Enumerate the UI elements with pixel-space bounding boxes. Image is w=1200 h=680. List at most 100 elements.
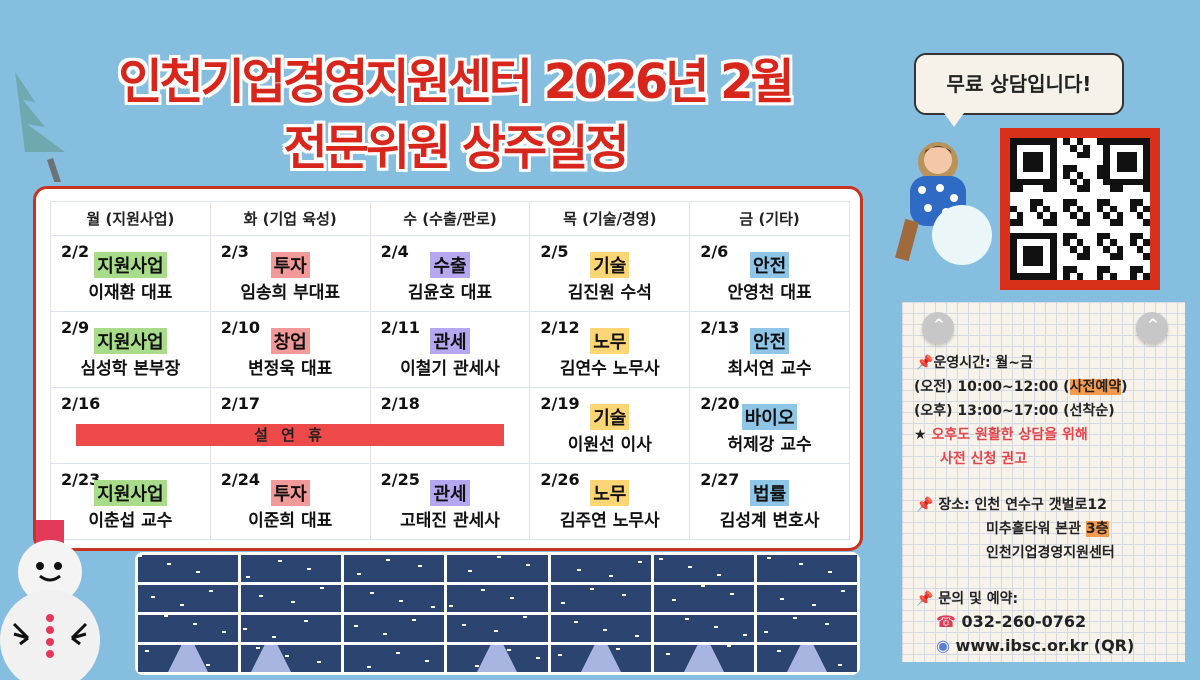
- advisor-name: 김성계 변호사: [719, 511, 820, 531]
- advisor-name: 김진원 수석: [567, 283, 652, 303]
- category-tag: 법률: [750, 480, 790, 506]
- advisor-name: 임송희 부대표: [240, 283, 341, 303]
- window-pane: [756, 645, 857, 672]
- window-pane: [138, 615, 239, 642]
- date-label: 2/26: [540, 470, 580, 489]
- date-label: 2/4: [380, 242, 409, 261]
- window-pane: [756, 585, 857, 612]
- advisor-name: 김연수 노무사: [559, 359, 660, 379]
- date-label: 2/9: [61, 318, 90, 337]
- weekday-header-row: 월 (지원사업) 화 (기업 육성) 수 (수출/판로) 목 (기술/경영) 금…: [50, 201, 850, 236]
- window-pane: [138, 585, 239, 612]
- advisor-name: 이재환 대표: [88, 283, 173, 303]
- date-label: 2/12: [540, 318, 580, 337]
- window-pane: [344, 555, 445, 582]
- date-label: 2/18: [380, 394, 420, 413]
- date-label: 2/13: [700, 318, 740, 337]
- advisor-name: 고태진 관세사: [400, 511, 500, 531]
- day-cell: 2/20 바이오 허제강 교수: [689, 387, 850, 464]
- advisor-name: 이원선 이사: [567, 435, 652, 455]
- category-tag: 지원사업: [94, 252, 167, 278]
- category-tag: 기술: [590, 252, 630, 278]
- window-pane: [241, 585, 342, 612]
- day-cell: 2/12 노무 김연수 노무사: [529, 311, 691, 388]
- window-decoration: [135, 552, 860, 675]
- window-pane: [241, 615, 342, 642]
- column-header-mon: 월 (지원사업): [50, 201, 211, 236]
- snowman-illustration: [0, 520, 100, 680]
- category-tag: 창업: [270, 328, 310, 354]
- window-pane: [138, 555, 239, 582]
- window-pane: [653, 645, 754, 672]
- date-label: 2/27: [700, 470, 740, 489]
- window-pane: [447, 555, 548, 582]
- place-label: 장소: 인천 연수구 갯벌로12: [938, 497, 1107, 513]
- date-label: 2/3: [220, 242, 249, 261]
- date-label: 2/10: [220, 318, 261, 337]
- phone-number[interactable]: 032-260-0762: [961, 612, 1087, 631]
- week-row: 2/23 지원사업 이춘섭 교수 2/24 투자 이준희 대표 2/25 관세 고태진 관세사 2…: [50, 463, 850, 540]
- window-pane: [447, 615, 548, 642]
- advisor-name: 김주연 노무사: [559, 511, 660, 531]
- hours-title: 운영시간: 월~금: [933, 355, 1033, 371]
- date-label: 2/23: [61, 470, 101, 489]
- window-pane: [344, 645, 445, 672]
- window-pane: [756, 555, 857, 582]
- category-tag: 안전: [750, 328, 790, 354]
- hours-am: (오전) 10:00~12:00 (: [914, 379, 1070, 395]
- star-icon: ★: [914, 427, 927, 443]
- category-tag: 수출: [430, 252, 470, 278]
- column-header-fri: 금 (기타): [689, 201, 850, 236]
- advisor-name: 이준희 대표: [248, 511, 333, 531]
- day-cell: 2/11 관세 이철기 관세사: [369, 311, 531, 388]
- day-cell: 2/9 지원사업 심성학 본부장: [50, 311, 211, 388]
- place-line3: 인천기업경영지원센터: [986, 545, 1115, 561]
- window-pane: [241, 645, 342, 672]
- day-cell: 2/23 지원사업 이춘섭 교수: [50, 463, 211, 540]
- advisor-name: 허제강 교수: [727, 435, 812, 455]
- category-tag: 지원사업: [94, 328, 167, 354]
- window-pane: [653, 555, 754, 582]
- paper-clip-icon: [922, 312, 954, 344]
- holiday-bar: 설 연 휴: [76, 424, 504, 446]
- window-pane: [550, 555, 651, 582]
- hours-pm: (오후) 13:00~17:00 (선착순): [914, 403, 1115, 419]
- column-header-thu: 목 (기술/경영): [529, 201, 691, 236]
- date-label: 2/25: [380, 470, 420, 489]
- advisor-name: 이춘섭 교수: [88, 511, 173, 531]
- advisor-name: 김윤호 대표: [407, 283, 493, 303]
- pushpin-icon: 📌: [916, 355, 934, 371]
- date-label: 2/5: [540, 242, 569, 261]
- category-tag: 투자: [270, 480, 310, 506]
- hours-am-note: 사전예약: [1069, 379, 1122, 395]
- category-tag: 기술: [590, 404, 630, 430]
- paper-clip-icon: [1136, 312, 1168, 344]
- date-label: 2/16: [61, 394, 101, 413]
- pushpin-icon: 📌: [916, 497, 934, 513]
- website-link[interactable]: www.ibsc.or.kr (QR): [955, 636, 1135, 655]
- window-pane: [550, 615, 651, 642]
- qr-code[interactable]: [1000, 128, 1160, 290]
- date-label: 2/17: [220, 394, 261, 413]
- day-cell: 2/26 노무 김주연 노무사: [529, 463, 691, 540]
- date-label: 2/20: [700, 394, 740, 413]
- day-cell: 2/19 기술 이원선 이사: [529, 387, 691, 464]
- category-tag: 투자: [270, 252, 310, 278]
- week-row: 2/9 지원사업 심성학 본부장 2/10 창업 변정욱 대표 2/11 관세 이철기 관세사 2…: [50, 311, 850, 388]
- category-tag: 안전: [750, 252, 790, 278]
- window-pane: [550, 645, 651, 672]
- window-pane: [241, 555, 342, 582]
- pine-tree-icon: [15, 72, 65, 182]
- window-pane: [344, 585, 445, 612]
- window-pane: [447, 585, 548, 612]
- category-tag: 관세: [430, 328, 470, 354]
- advisor-name: 변정욱 대표: [248, 359, 333, 379]
- date-label: 2/11: [380, 318, 420, 337]
- date-label: 2/2: [61, 242, 90, 261]
- day-cell: 2/6 안전 안영천 대표: [689, 235, 850, 312]
- advisor-name: 안영천 대표: [727, 283, 812, 303]
